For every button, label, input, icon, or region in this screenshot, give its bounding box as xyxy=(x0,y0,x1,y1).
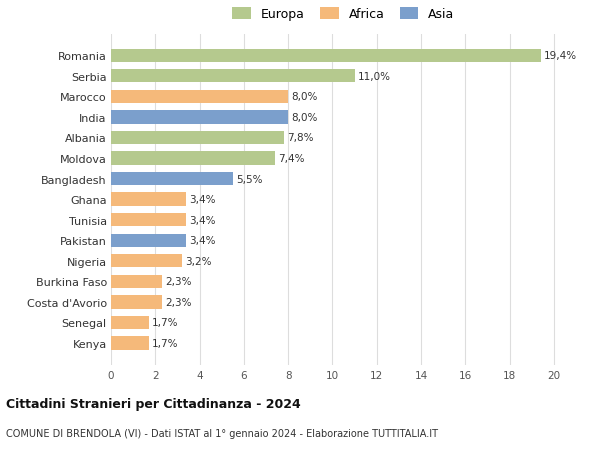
Text: 1,7%: 1,7% xyxy=(152,338,178,348)
Bar xyxy=(111,152,275,165)
Text: 7,8%: 7,8% xyxy=(287,133,314,143)
Bar xyxy=(111,193,186,207)
Text: Cittadini Stranieri per Cittadinanza - 2024: Cittadini Stranieri per Cittadinanza - 2… xyxy=(6,397,301,410)
Bar xyxy=(111,90,288,104)
Text: 2,3%: 2,3% xyxy=(165,297,192,307)
Bar xyxy=(111,111,288,124)
Bar xyxy=(111,255,182,268)
Text: 19,4%: 19,4% xyxy=(544,51,577,61)
Text: 3,4%: 3,4% xyxy=(190,235,216,246)
Bar xyxy=(111,296,162,309)
Text: 1,7%: 1,7% xyxy=(152,318,178,328)
Text: 3,2%: 3,2% xyxy=(185,256,212,266)
Bar xyxy=(111,275,162,288)
Bar xyxy=(111,336,149,350)
Bar xyxy=(111,316,149,330)
Legend: Europa, Africa, Asia: Europa, Africa, Asia xyxy=(232,8,455,21)
Bar xyxy=(111,70,355,83)
Bar xyxy=(111,131,284,145)
Text: 8,0%: 8,0% xyxy=(292,92,318,102)
Bar xyxy=(111,234,186,247)
Text: 3,4%: 3,4% xyxy=(190,195,216,205)
Bar xyxy=(111,213,186,227)
Text: 5,5%: 5,5% xyxy=(236,174,263,184)
Text: 7,4%: 7,4% xyxy=(278,154,305,164)
Bar xyxy=(111,173,233,186)
Text: 11,0%: 11,0% xyxy=(358,72,391,82)
Bar xyxy=(111,50,541,63)
Text: 8,0%: 8,0% xyxy=(292,112,318,123)
Text: COMUNE DI BRENDOLA (VI) - Dati ISTAT al 1° gennaio 2024 - Elaborazione TUTTITALI: COMUNE DI BRENDOLA (VI) - Dati ISTAT al … xyxy=(6,428,438,438)
Text: 2,3%: 2,3% xyxy=(165,277,192,287)
Text: 3,4%: 3,4% xyxy=(190,215,216,225)
